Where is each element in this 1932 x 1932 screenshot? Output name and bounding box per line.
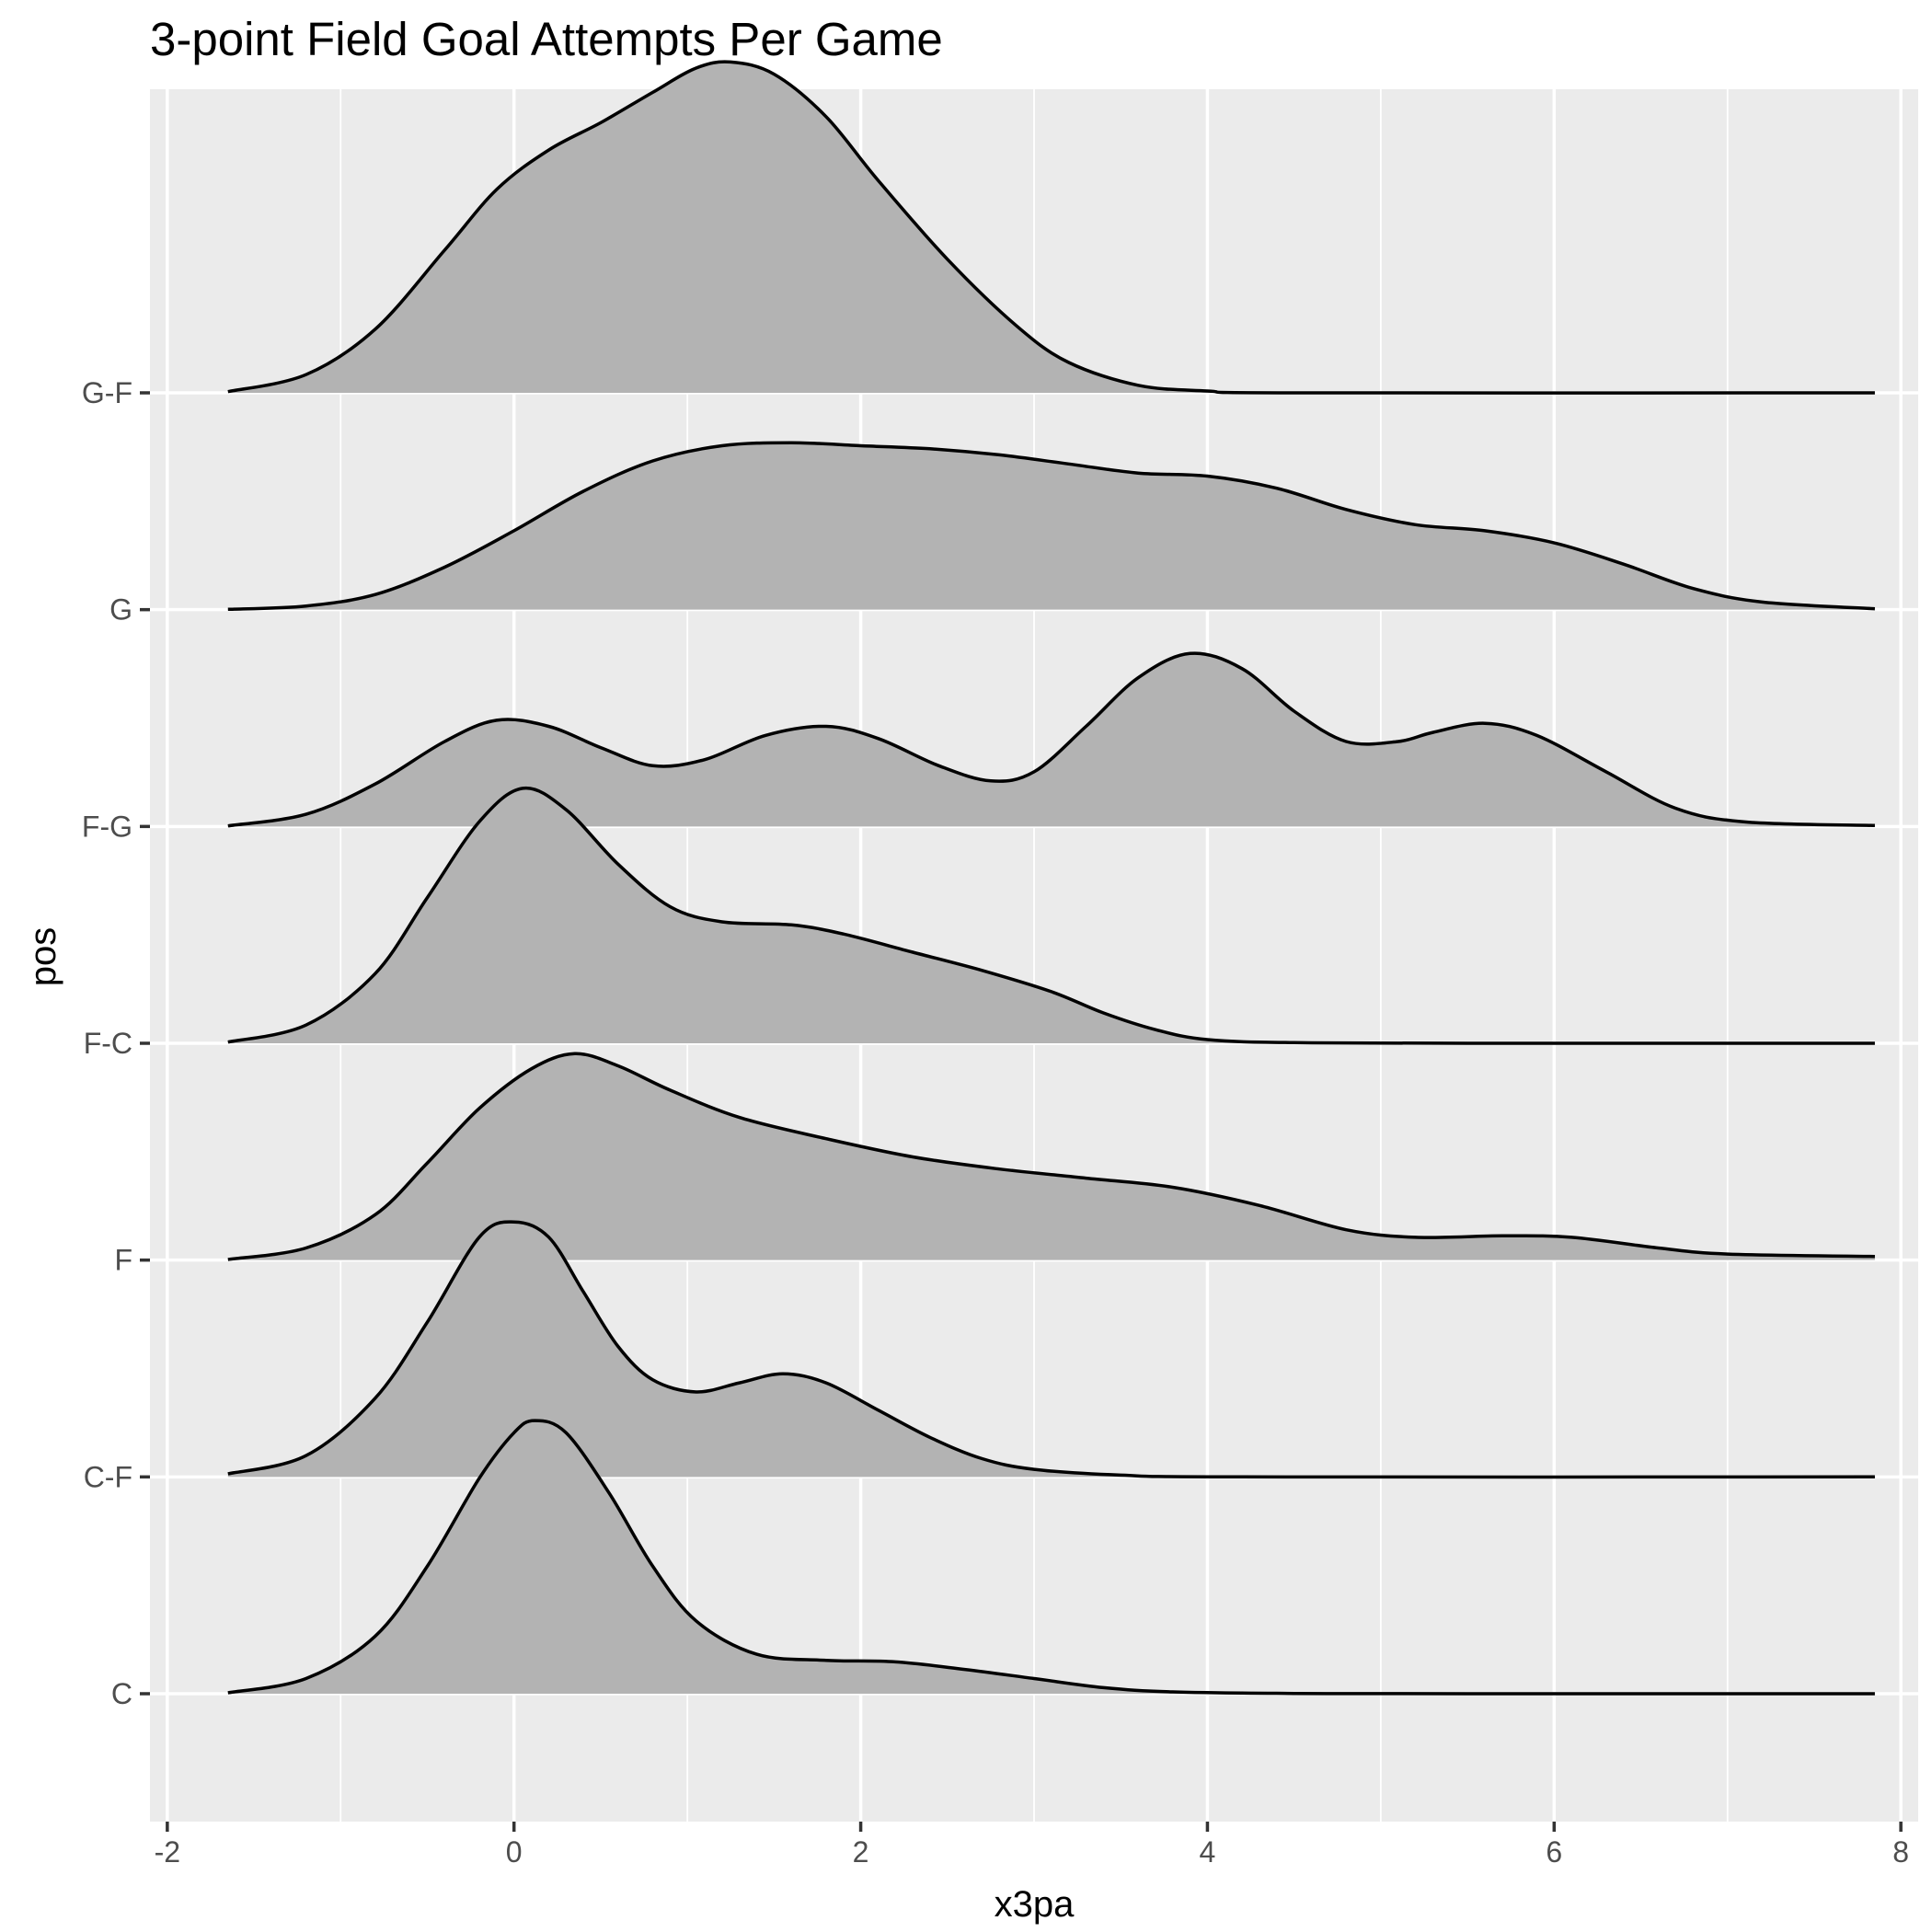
x-tick-label: 0 bbox=[506, 1835, 523, 1869]
y-axis: C C-F F F-C F-G G G-F bbox=[82, 376, 150, 1710]
x-tick-label: 8 bbox=[1892, 1835, 1909, 1869]
y-tick-label: G-F bbox=[82, 376, 132, 409]
y-tick-label: F-C bbox=[84, 1027, 132, 1060]
chart-title: 3-point Field Goal Attempts Per Game bbox=[150, 13, 943, 65]
y-tick-label: C-F bbox=[84, 1460, 132, 1493]
y-axis-title: pos bbox=[23, 927, 63, 987]
y-tick-label: G bbox=[109, 593, 132, 627]
x-tick-label: 6 bbox=[1546, 1835, 1562, 1869]
x-tick-label: 4 bbox=[1200, 1835, 1216, 1869]
x-axis: -2 0 2 4 6 8 bbox=[155, 1822, 1909, 1869]
y-tick-label: F-G bbox=[82, 810, 132, 843]
x-tick-label: 2 bbox=[853, 1835, 869, 1869]
x-tick-label: -2 bbox=[155, 1835, 180, 1869]
x-axis-title: x3pa bbox=[995, 1884, 1075, 1925]
y-tick-label: C bbox=[111, 1677, 132, 1710]
y-tick-label: F bbox=[114, 1244, 132, 1277]
